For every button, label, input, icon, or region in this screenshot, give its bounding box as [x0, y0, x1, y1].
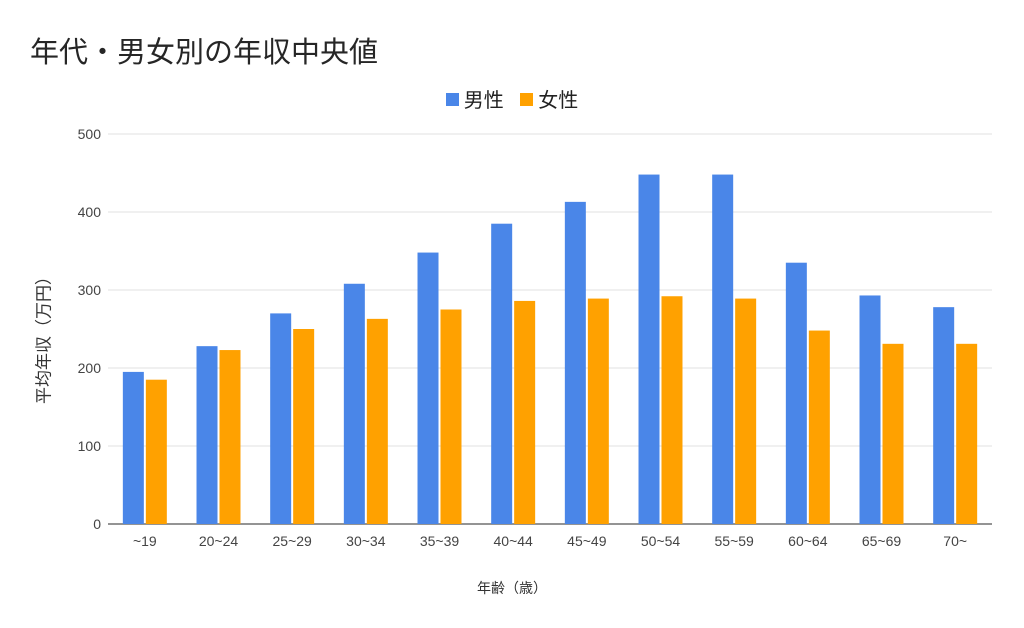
svg-text:45~49: 45~49	[567, 533, 607, 549]
svg-text:20~24: 20~24	[199, 533, 239, 549]
svg-text:35~39: 35~39	[420, 533, 460, 549]
svg-text:500: 500	[78, 126, 102, 142]
svg-text:65~69: 65~69	[862, 533, 902, 549]
svg-text:0: 0	[93, 516, 101, 532]
svg-text:~19: ~19	[133, 533, 157, 549]
svg-text:25~29: 25~29	[273, 533, 313, 549]
svg-text:50~54: 50~54	[641, 533, 681, 549]
svg-text:100: 100	[78, 438, 102, 454]
svg-text:55~59: 55~59	[715, 533, 755, 549]
svg-text:60~64: 60~64	[788, 533, 828, 549]
svg-text:70~: 70~	[943, 533, 967, 549]
svg-text:300: 300	[78, 282, 102, 298]
svg-text:40~44: 40~44	[494, 533, 534, 549]
svg-text:400: 400	[78, 204, 102, 220]
svg-text:30~34: 30~34	[346, 533, 386, 549]
svg-text:200: 200	[78, 360, 102, 376]
